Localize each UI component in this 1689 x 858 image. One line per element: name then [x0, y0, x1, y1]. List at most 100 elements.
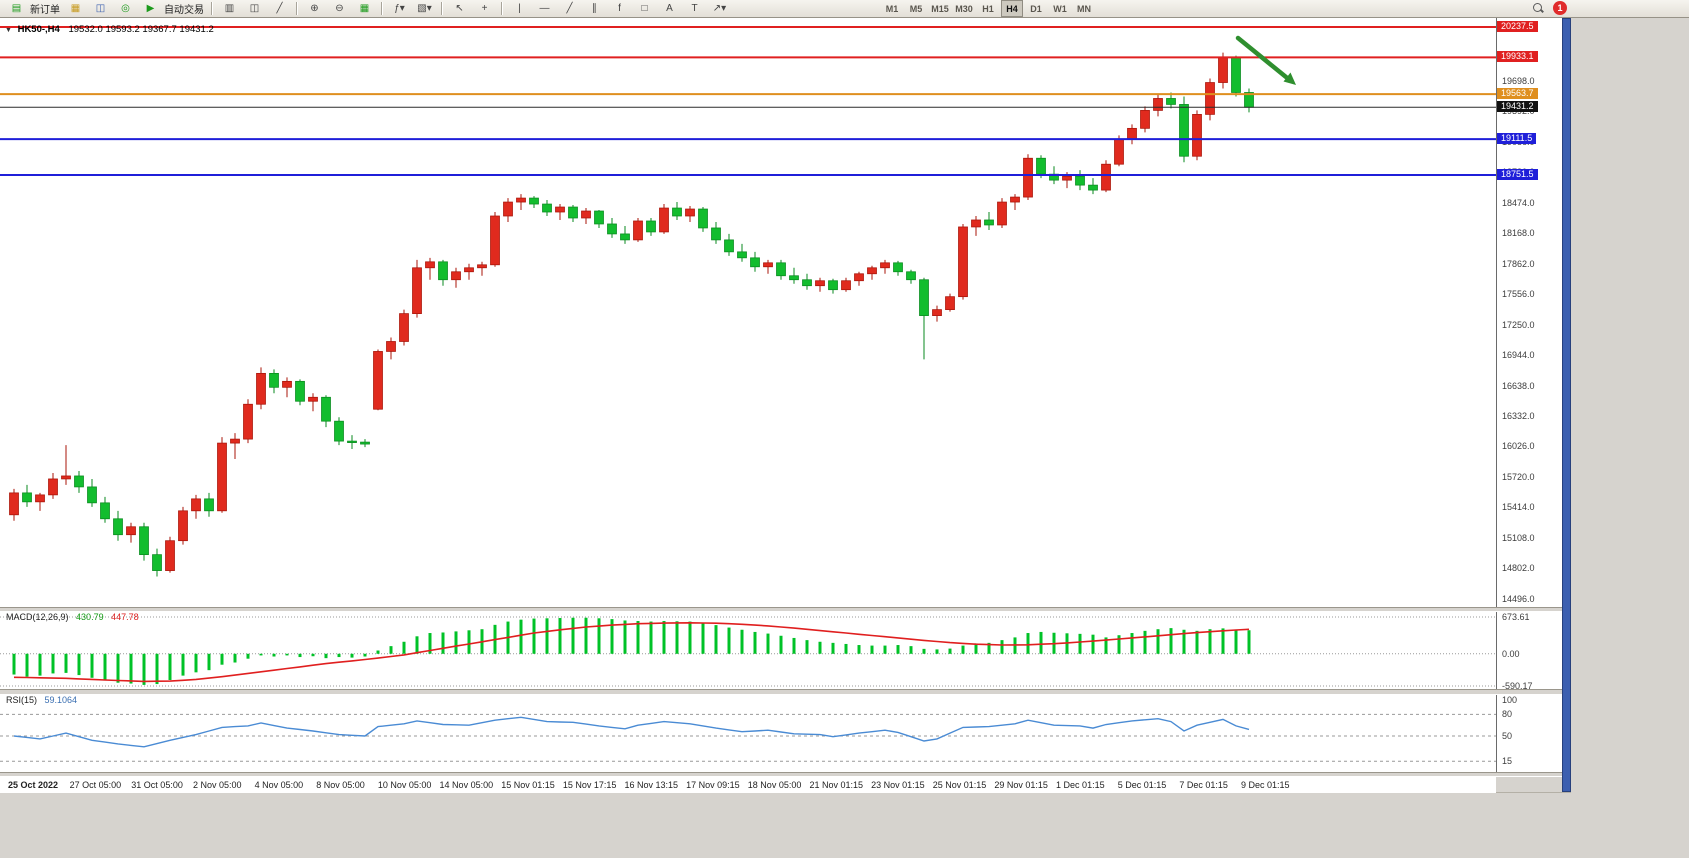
candlestick-chart-icon: ◫ — [249, 2, 260, 14]
fibonacci-button[interactable]: f — [608, 0, 631, 17]
timeframe-w1[interactable]: W1 — [1053, 3, 1067, 14]
timeframe-h1[interactable]: H1 — [982, 3, 994, 14]
macd-scale-label: 0.00 — [1502, 648, 1520, 659]
toolbar-separator — [211, 2, 213, 15]
new-order-button[interactable]: ▤ — [5, 0, 28, 17]
price-axis-label: 16332.0 — [1502, 410, 1535, 421]
market-watch-button[interactable]: ▦ — [64, 0, 87, 17]
line-chart-button[interactable]: ╱ — [268, 0, 291, 17]
zoom-in-icon: ⊕ — [310, 2, 319, 14]
toolbar-separator — [441, 2, 443, 15]
rsi-value: 59.1064 — [44, 695, 78, 705]
chevron-down-icon[interactable]: ▼ — [5, 27, 12, 34]
navigator-icon: ◎ — [121, 2, 130, 14]
shapes-button[interactable]: □ — [633, 0, 656, 17]
timeframe-h4[interactable]: H4 — [1001, 0, 1023, 17]
navigator-button[interactable]: ◎ — [114, 0, 137, 17]
cursor-icon: ↖ — [455, 2, 464, 14]
panel-divider[interactable] — [0, 772, 1562, 777]
cursor-button[interactable]: ↖ — [448, 0, 471, 17]
price-axis-label: 15720.0 — [1502, 471, 1535, 482]
price-axis-label: 14496.0 — [1502, 593, 1535, 604]
text-icon: A — [666, 2, 673, 14]
trendline-button[interactable]: ╱ — [558, 0, 581, 17]
right-gutter — [1571, 18, 1689, 858]
rsi-scale-label: 80 — [1502, 709, 1513, 720]
price-axis-label: 15108.0 — [1502, 532, 1535, 543]
time-axis[interactable]: 25 Oct 2022 27 Oct 05:00 31 Oct 05:00 2 Nov… — [0, 776, 1496, 793]
templates-button[interactable]: ▧ ▾ — [413, 0, 436, 17]
toolbar: ▤ 新订单 ▦ ◫ ◎ ▶ 自动交易 ▥ ◫ ╱ ⊕ ⊖ — [0, 0, 1689, 18]
templates-icon: ▧ — [417, 2, 427, 14]
time-axis-label: 27 Oct 05:00 — [69, 780, 122, 790]
annotation-arrow[interactable] — [1235, 35, 1296, 85]
new-order-label[interactable]: 新订单 — [30, 5, 60, 16]
timeframe-d1[interactable]: D1 — [1030, 3, 1042, 14]
tile-windows-button[interactable]: ▦ — [353, 0, 376, 17]
timeframe-m30[interactable]: M30 — [955, 3, 973, 14]
zoom-out-icon: ⊖ — [335, 2, 344, 14]
price-axis-label: 16638.0 — [1502, 380, 1535, 391]
time-axis-label: 17 Nov 09:15 — [686, 780, 740, 790]
search-icon[interactable] — [1532, 2, 1545, 15]
time-axis-label: 15 Nov 17:15 — [562, 780, 617, 790]
timeframe-m5[interactable]: M5 — [909, 3, 923, 14]
price-axis-label: 17556.0 — [1502, 289, 1535, 300]
candlestick-chart-button[interactable]: ◫ — [243, 0, 266, 17]
zoom-in-button[interactable]: ⊕ — [303, 0, 326, 17]
auto-trading-label[interactable]: 自动交易 — [164, 5, 204, 16]
data-window-button[interactable]: ◫ — [89, 0, 112, 17]
data-window-icon: ◫ — [95, 2, 106, 14]
channel-icon: ∥ — [592, 2, 597, 14]
price-axis-label: 16944.0 — [1502, 350, 1535, 361]
timeframe-group: M1 M5 M15 M30 H1 H4 D1 W1 MN — [880, 0, 1096, 17]
rsi-line — [13, 716, 1250, 748]
chevron-down-icon: ▾ — [399, 2, 405, 14]
price-axis-label: 14802.0 — [1502, 563, 1535, 574]
macd-panel[interactable] — [0, 611, 1496, 690]
macd-main-value: 430.79 — [76, 612, 104, 622]
panel-divider[interactable] — [0, 607, 1562, 612]
timeframe-m15[interactable]: M15 — [931, 3, 949, 14]
level-price-badge: 19563.7 — [1497, 88, 1538, 100]
chevron-down-icon: ▾ — [721, 2, 727, 14]
notification-badge[interactable]: 1 — [1553, 1, 1567, 15]
time-axis-label: 23 Nov 01:15 — [871, 780, 925, 790]
arrows-tool-button[interactable]: ↗ ▾ — [708, 0, 731, 17]
vertical-scrollbar[interactable] — [1562, 18, 1571, 792]
horizontal-line-icon: — — [539, 2, 550, 14]
panel-divider[interactable] — [0, 689, 1562, 695]
time-axis-label: 18 Nov 05:00 — [747, 780, 802, 790]
chart-title: ▼ HK50-,H4 19532.0 19593.2 19367.7 19431… — [5, 24, 214, 35]
rsi-panel[interactable] — [0, 694, 1496, 773]
macd-name: MACD(12,26,9) — [6, 612, 69, 622]
price-axis[interactable]: 19698.019392.019086.018780.018474.018168… — [1496, 18, 1563, 776]
horizontal-line-button[interactable]: — — [533, 0, 556, 17]
text-button[interactable]: A — [658, 0, 681, 17]
macd-signal-line — [13, 621, 1250, 683]
time-axis-label: 7 Dec 01:15 — [1179, 780, 1228, 790]
bar-chart-icon: ▥ — [224, 2, 235, 14]
indicators-button[interactable]: ƒ ▾ — [388, 0, 411, 17]
toolbar-right: 1 — [1532, 1, 1567, 15]
line-chart-icon: ╱ — [276, 2, 283, 14]
toolbar-separator — [381, 2, 383, 15]
bar-chart-button[interactable]: ▥ — [218, 0, 241, 17]
text-label-button[interactable]: T — [683, 0, 706, 17]
timeframe-m1[interactable]: M1 — [885, 3, 899, 14]
auto-trading-button[interactable]: ▶ — [139, 0, 162, 17]
crosshair-button[interactable]: + — [473, 0, 496, 17]
channel-button[interactable]: ∥ — [583, 0, 606, 17]
toolbar-separator — [296, 2, 298, 15]
time-axis-label: 4 Nov 05:00 — [254, 780, 304, 790]
shapes-icon: □ — [641, 2, 648, 14]
level-price-badge: 20237.5 — [1497, 21, 1538, 32]
macd-signal-value: 447.78 — [111, 612, 139, 622]
rsi-name: RSI(15) — [6, 695, 38, 705]
timeframe-mn[interactable]: MN — [1077, 3, 1091, 14]
vertical-line-button[interactable]: | — [508, 0, 531, 17]
auto-trading-icon: ▶ — [146, 2, 155, 14]
zoom-out-button[interactable]: ⊖ — [328, 0, 351, 17]
fibonacci-icon: f — [618, 2, 621, 14]
price-chart[interactable] — [0, 18, 1496, 608]
